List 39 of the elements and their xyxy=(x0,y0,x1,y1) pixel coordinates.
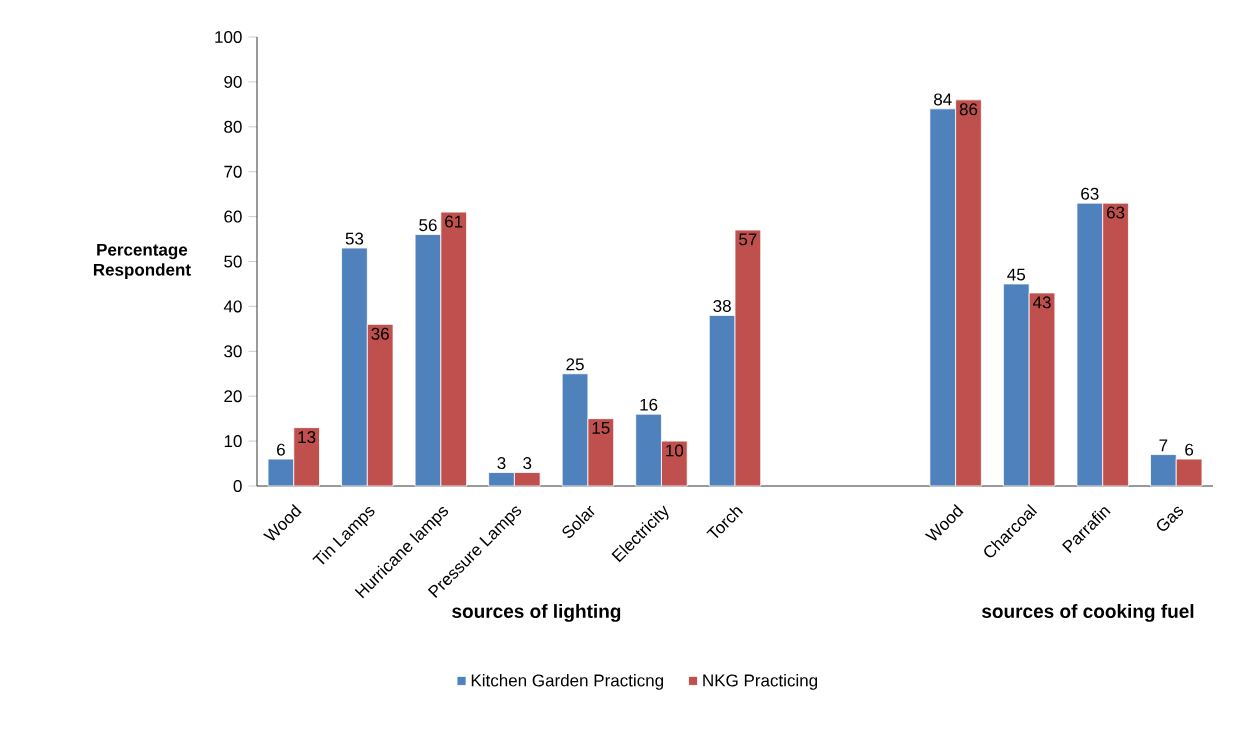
y-tick-label: 90 xyxy=(224,75,242,88)
source-note: sources of lighting xyxy=(452,604,621,622)
y-tick-label: 40 xyxy=(223,300,242,313)
data-label: 84 xyxy=(934,93,952,106)
x-tick-label: Gas xyxy=(1157,506,1184,531)
data-label: 7 xyxy=(1159,439,1168,452)
data-label: 56 xyxy=(419,219,437,232)
data-label: 63 xyxy=(1106,206,1125,219)
y-tick-label: 20 xyxy=(224,390,242,403)
data-label: 57 xyxy=(739,233,757,246)
legend-label: Kitchen Garden Practicng xyxy=(471,673,664,690)
data-label: 61 xyxy=(445,215,463,228)
data-label: 43 xyxy=(1032,296,1051,309)
data-label: 36 xyxy=(371,327,389,340)
y-tick-label: 0 xyxy=(233,480,242,493)
source-note: sources of cooking fuel xyxy=(982,604,1194,622)
y-tick-label: 70 xyxy=(224,165,242,178)
data-label: 10 xyxy=(666,444,684,457)
data-label: 63 xyxy=(1081,187,1099,200)
y-tick-label: 10 xyxy=(224,435,242,448)
data-label: 25 xyxy=(566,358,584,371)
data-label: 6 xyxy=(1185,443,1194,456)
legend-label: NKG Practicing xyxy=(703,673,818,690)
data-label: 13 xyxy=(298,431,316,444)
data-label: 6 xyxy=(277,443,285,456)
y-tick-label: 50 xyxy=(224,255,242,268)
y-tick-label: 100 xyxy=(215,31,242,44)
y-axis-title: Percentage Respondent xyxy=(93,243,191,280)
data-label: 15 xyxy=(592,422,610,434)
data-label: 38 xyxy=(713,299,731,312)
data-label: 3 xyxy=(523,457,532,470)
data-label: 53 xyxy=(345,232,364,245)
y-tick-label: 30 xyxy=(224,345,242,358)
data-label: 45 xyxy=(1007,268,1026,281)
data-label: 16 xyxy=(640,398,658,411)
data-label: 86 xyxy=(959,103,978,116)
y-tick-label: 80 xyxy=(224,120,242,133)
data-label: 3 xyxy=(497,457,506,470)
y-tick-label: 60 xyxy=(224,210,242,223)
